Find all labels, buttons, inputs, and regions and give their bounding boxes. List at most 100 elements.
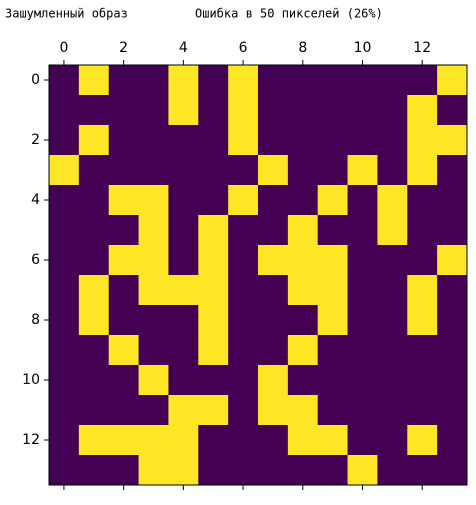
cell [138,245,169,276]
cell [228,215,259,246]
cell [258,245,289,276]
cell [108,215,139,246]
cell [49,95,80,126]
cell [317,425,348,456]
x-tick-label: 10 [354,40,372,56]
cell [49,365,80,396]
cell [78,65,110,96]
cell [258,335,289,366]
cell [168,425,199,456]
cell [108,245,139,276]
cell [407,155,438,186]
cell [49,335,80,366]
cell [138,185,169,216]
cell [377,95,408,126]
cell [377,65,408,96]
cell [317,335,348,366]
cell [49,275,80,306]
y-tick-label: 8 [31,312,40,328]
cell [407,365,438,396]
cell [228,95,259,126]
cell [377,395,408,426]
cell [138,305,169,336]
cell [228,335,259,366]
cell [108,65,139,96]
cell [437,275,468,306]
cell [258,425,289,456]
cell [377,125,408,156]
cell [347,155,378,186]
y-tick-label: 6 [31,252,40,268]
cell [198,305,229,336]
y-tick-label: 10 [22,372,40,388]
x-tick-label: 4 [179,40,188,56]
cell [377,155,408,186]
cell [168,335,199,366]
cell [407,245,438,276]
chart-title: Зашумленный образ [5,7,128,21]
cell [198,95,229,126]
cell [138,125,169,156]
cell [407,305,438,336]
cell [317,245,348,276]
cell [198,275,229,306]
cell [228,305,259,336]
cell [138,215,169,246]
cell [437,395,468,426]
x-tick-label: 2 [119,40,128,56]
cell [49,455,80,486]
cell [78,275,110,306]
cell [198,215,229,246]
cell [287,275,319,306]
cell [49,155,80,186]
cell [198,245,229,276]
cell [78,245,110,276]
cell [168,455,199,486]
cell [228,155,259,186]
cell [287,65,319,96]
cell [78,185,110,216]
cell [317,275,348,306]
cell [258,305,289,336]
cell [138,365,169,396]
cell [138,395,169,426]
cell [49,125,80,156]
cell [258,185,289,216]
cell [437,425,468,456]
cell [377,245,408,276]
cell [228,185,259,216]
cell [437,335,468,366]
cell [108,425,139,456]
cell [138,155,169,186]
cell [258,95,289,126]
cell [287,155,319,186]
cell [108,455,139,486]
cell [198,65,229,96]
cell [198,125,229,156]
cell [138,95,169,126]
cell [347,425,378,456]
cell [138,65,169,96]
cell [198,185,229,216]
cell [377,365,408,396]
cell [437,305,468,336]
cell [258,125,289,156]
cell [377,275,408,306]
cell [108,275,139,306]
cell [437,185,468,216]
cell [198,155,229,186]
cell [437,245,468,276]
cell [138,275,169,306]
cell [287,125,319,156]
cell [78,365,110,396]
cell [287,245,319,276]
cell [228,395,259,426]
cell [168,185,199,216]
cell [287,395,319,426]
cell [168,245,199,276]
cell [407,185,438,216]
cell [78,335,110,366]
cell [287,305,319,336]
cell [228,455,259,486]
